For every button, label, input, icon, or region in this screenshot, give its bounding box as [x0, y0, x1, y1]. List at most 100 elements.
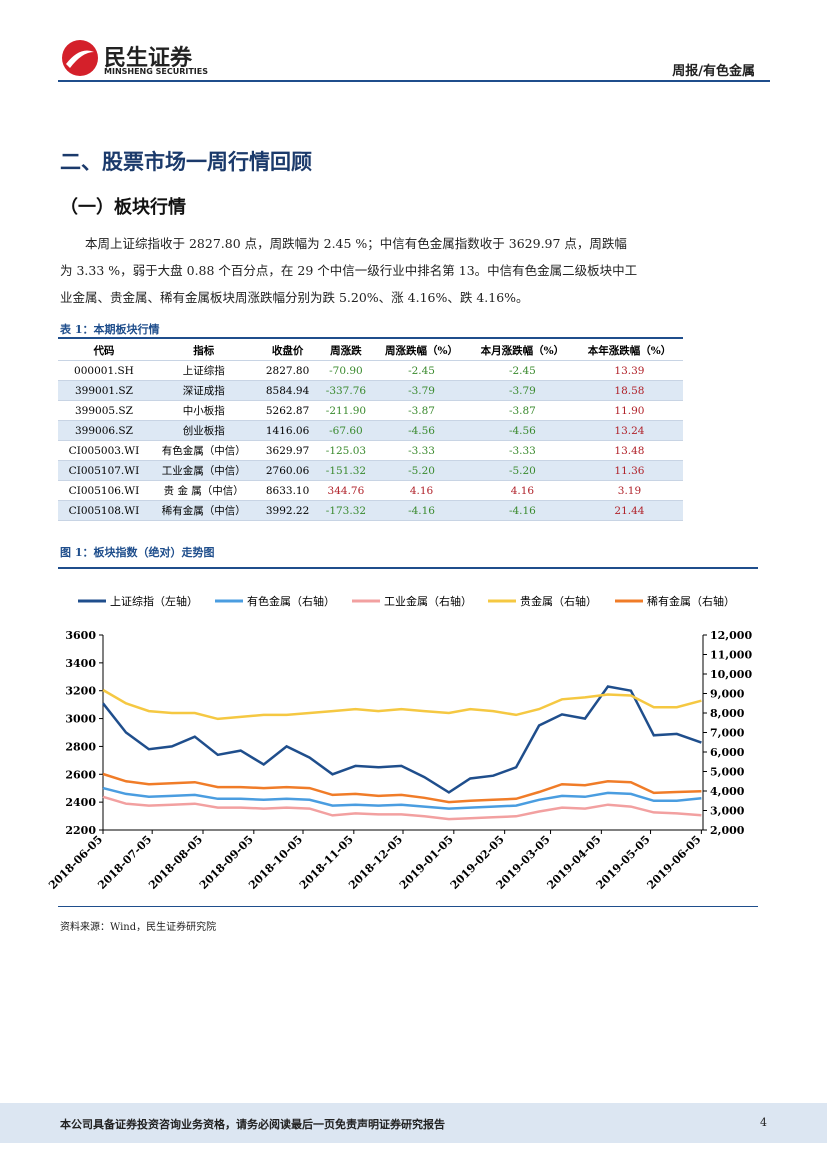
series-line [102, 795, 702, 821]
logo-icon [62, 40, 98, 76]
table-cell: -5.20 [374, 460, 469, 481]
table-cell: 8633.10 [257, 480, 318, 501]
y2-tick-label: 2,000 [710, 824, 745, 837]
table-cell: 344.76 [317, 480, 375, 501]
table-cell: -70.90 [317, 360, 375, 381]
footer-text: 本公司具备证券投资咨询业务资格，请务必阅读最后一页免责声明证券研究报告 [60, 1118, 445, 1131]
table-cell: 18.58 [575, 380, 683, 401]
table-cell: 贵 金 属（中信） [149, 480, 258, 501]
y2-tick-label: 10,000 [710, 668, 752, 681]
section-title: 二、股票市场一周行情回顾 [60, 149, 312, 174]
table-cell: -67.60 [317, 420, 375, 441]
report-type: 周报/有色金属 [672, 64, 755, 79]
table-cell: 21.44 [575, 500, 683, 521]
footer-band [0, 1103, 827, 1143]
figure-caption: 图 1：板块指数（绝对）走势图 [60, 546, 215, 559]
table-cell: 13.39 [575, 360, 683, 381]
y2-tick-label: 7,000 [710, 727, 745, 740]
table-cell: 8584.94 [257, 380, 318, 401]
table-cell: 13.48 [575, 440, 683, 461]
table-cell: -337.76 [317, 380, 375, 401]
table-row: 399006.SZ 创业板指 1416.06 -67.60 -4.56 -4.56 13.2… [58, 420, 683, 441]
table-cell: 上证综指 [149, 360, 258, 381]
source: 资料来源：Wind，民生证券研究院 [60, 922, 217, 933]
table-cell: 13.24 [575, 420, 683, 441]
table-cell: 4.16 [468, 480, 576, 501]
header-rule [58, 80, 770, 82]
table-cell: CI005106.WI [58, 480, 150, 501]
legend-label: 工业金属（右轴） [384, 594, 472, 608]
header-cell: 收盘价 [257, 341, 318, 361]
y2-tick-label: 8,000 [710, 707, 745, 720]
table-cell: -5.20 [468, 460, 576, 481]
table-row: CI005106.WI 贵 金 属（中信） 8633.10 344.76 4.16 4.1… [58, 480, 683, 501]
y-tick-label: 3400 [65, 657, 96, 670]
header-cell: 代码 [58, 341, 150, 361]
legend-label: 贵金属（右轴） [520, 594, 597, 608]
table-cell: -125.03 [317, 440, 375, 461]
table-cell: -3.33 [374, 440, 469, 461]
axis-frame [102, 635, 704, 831]
table-row: CI005107.WI 工业金属（中信） 2760.06 -151.32 -5.20 -5… [58, 460, 683, 481]
table-row: 399001.SZ 深证成指 8584.94 -337.76 -3.79 -3.79 18.… [58, 380, 683, 401]
table-cell: -4.56 [374, 420, 469, 441]
table-cell: 5262.87 [257, 400, 318, 421]
y2-tick-label: 9,000 [710, 688, 745, 701]
y2-tick-label: 6,000 [710, 746, 745, 759]
legend-label: 上证综指（左轴） [110, 594, 198, 608]
table-caption: 表 1：本期板块行情 [60, 323, 160, 336]
table-cell: 中小板指 [149, 400, 258, 421]
table-cell: -2.45 [468, 360, 576, 381]
table-cell: 11.90 [575, 400, 683, 421]
table-cell: -211.90 [317, 400, 375, 421]
y-tick-label: 3600 [65, 629, 96, 642]
figure-rule-bottom [58, 906, 758, 907]
table-cell: 3.19 [575, 480, 683, 501]
table-cell: CI005108.WI [58, 500, 150, 521]
table-row: CI005003.WI 有色金属（中信） 3629.97 -125.03 -3.33 -3… [58, 440, 683, 461]
table-cell: -4.16 [468, 500, 576, 521]
table-cell: 有色金属（中信） [149, 440, 258, 461]
table-cell: 稀有金属（中信） [149, 500, 258, 521]
subsection-title: （一）板块行情 [60, 197, 186, 218]
table-cell: 3629.97 [257, 440, 318, 461]
y-tick-label: 3200 [65, 685, 96, 698]
series-line [102, 786, 702, 810]
legend-label: 有色金属（右轴） [247, 594, 335, 608]
y2-tick-label: 4,000 [710, 785, 745, 798]
table-cell: -151.32 [317, 460, 375, 481]
table-cell: 399005.SZ [58, 400, 150, 421]
header-cell: 周涨跌 [317, 341, 375, 361]
series-line [102, 772, 702, 804]
data-table: 代码 指标 收盘价 周涨跌 周涨跌幅（%） 本月涨跌幅（%） 本年涨跌幅（%） 000001.… [58, 341, 683, 521]
table-cell: CI005107.WI [58, 460, 150, 481]
header-cell: 本月涨跌幅（%） [468, 341, 576, 361]
table-row: 399005.SZ 中小板指 5262.87 -211.90 -3.87 -3.87 11.… [58, 400, 683, 421]
y-tick-label: 2600 [65, 768, 96, 781]
table-cell: -3.79 [468, 380, 576, 401]
table-cell: 3992.22 [257, 500, 318, 521]
table-cell: -3.33 [468, 440, 576, 461]
header-cell: 本年涨跌幅（%） [575, 341, 683, 361]
table-row: CI005108.WI 稀有金属（中信） 3992.22 -173.32 -4.16 -4… [58, 500, 683, 521]
logo-cn: 民生证券 [104, 46, 193, 71]
y2-tick-label: 12,000 [710, 629, 752, 642]
table-cell: CI005003.WI [58, 440, 150, 461]
table-cell: -3.79 [374, 380, 469, 401]
logo-en: MINSHENG SECURITIES [104, 67, 208, 76]
table-cell: -173.32 [317, 500, 375, 521]
table-cell: -4.56 [468, 420, 576, 441]
table-row: 000001.SH 上证综指 2827.80 -70.90 -2.45 -2.45 13.3… [58, 360, 683, 381]
y-tick-label: 2200 [65, 824, 96, 837]
figure-rule [58, 567, 758, 569]
table-cell: -3.87 [468, 400, 576, 421]
y2-tick-label: 3,000 [710, 805, 745, 818]
table-cell: 2827.80 [257, 360, 318, 381]
y-tick-label: 2800 [65, 740, 96, 753]
y2-tick-label: 11,000 [710, 649, 752, 662]
y-tick-label: 2400 [65, 796, 96, 809]
table-cell: 4.16 [374, 480, 469, 501]
table-cell: 1416.06 [257, 420, 318, 441]
